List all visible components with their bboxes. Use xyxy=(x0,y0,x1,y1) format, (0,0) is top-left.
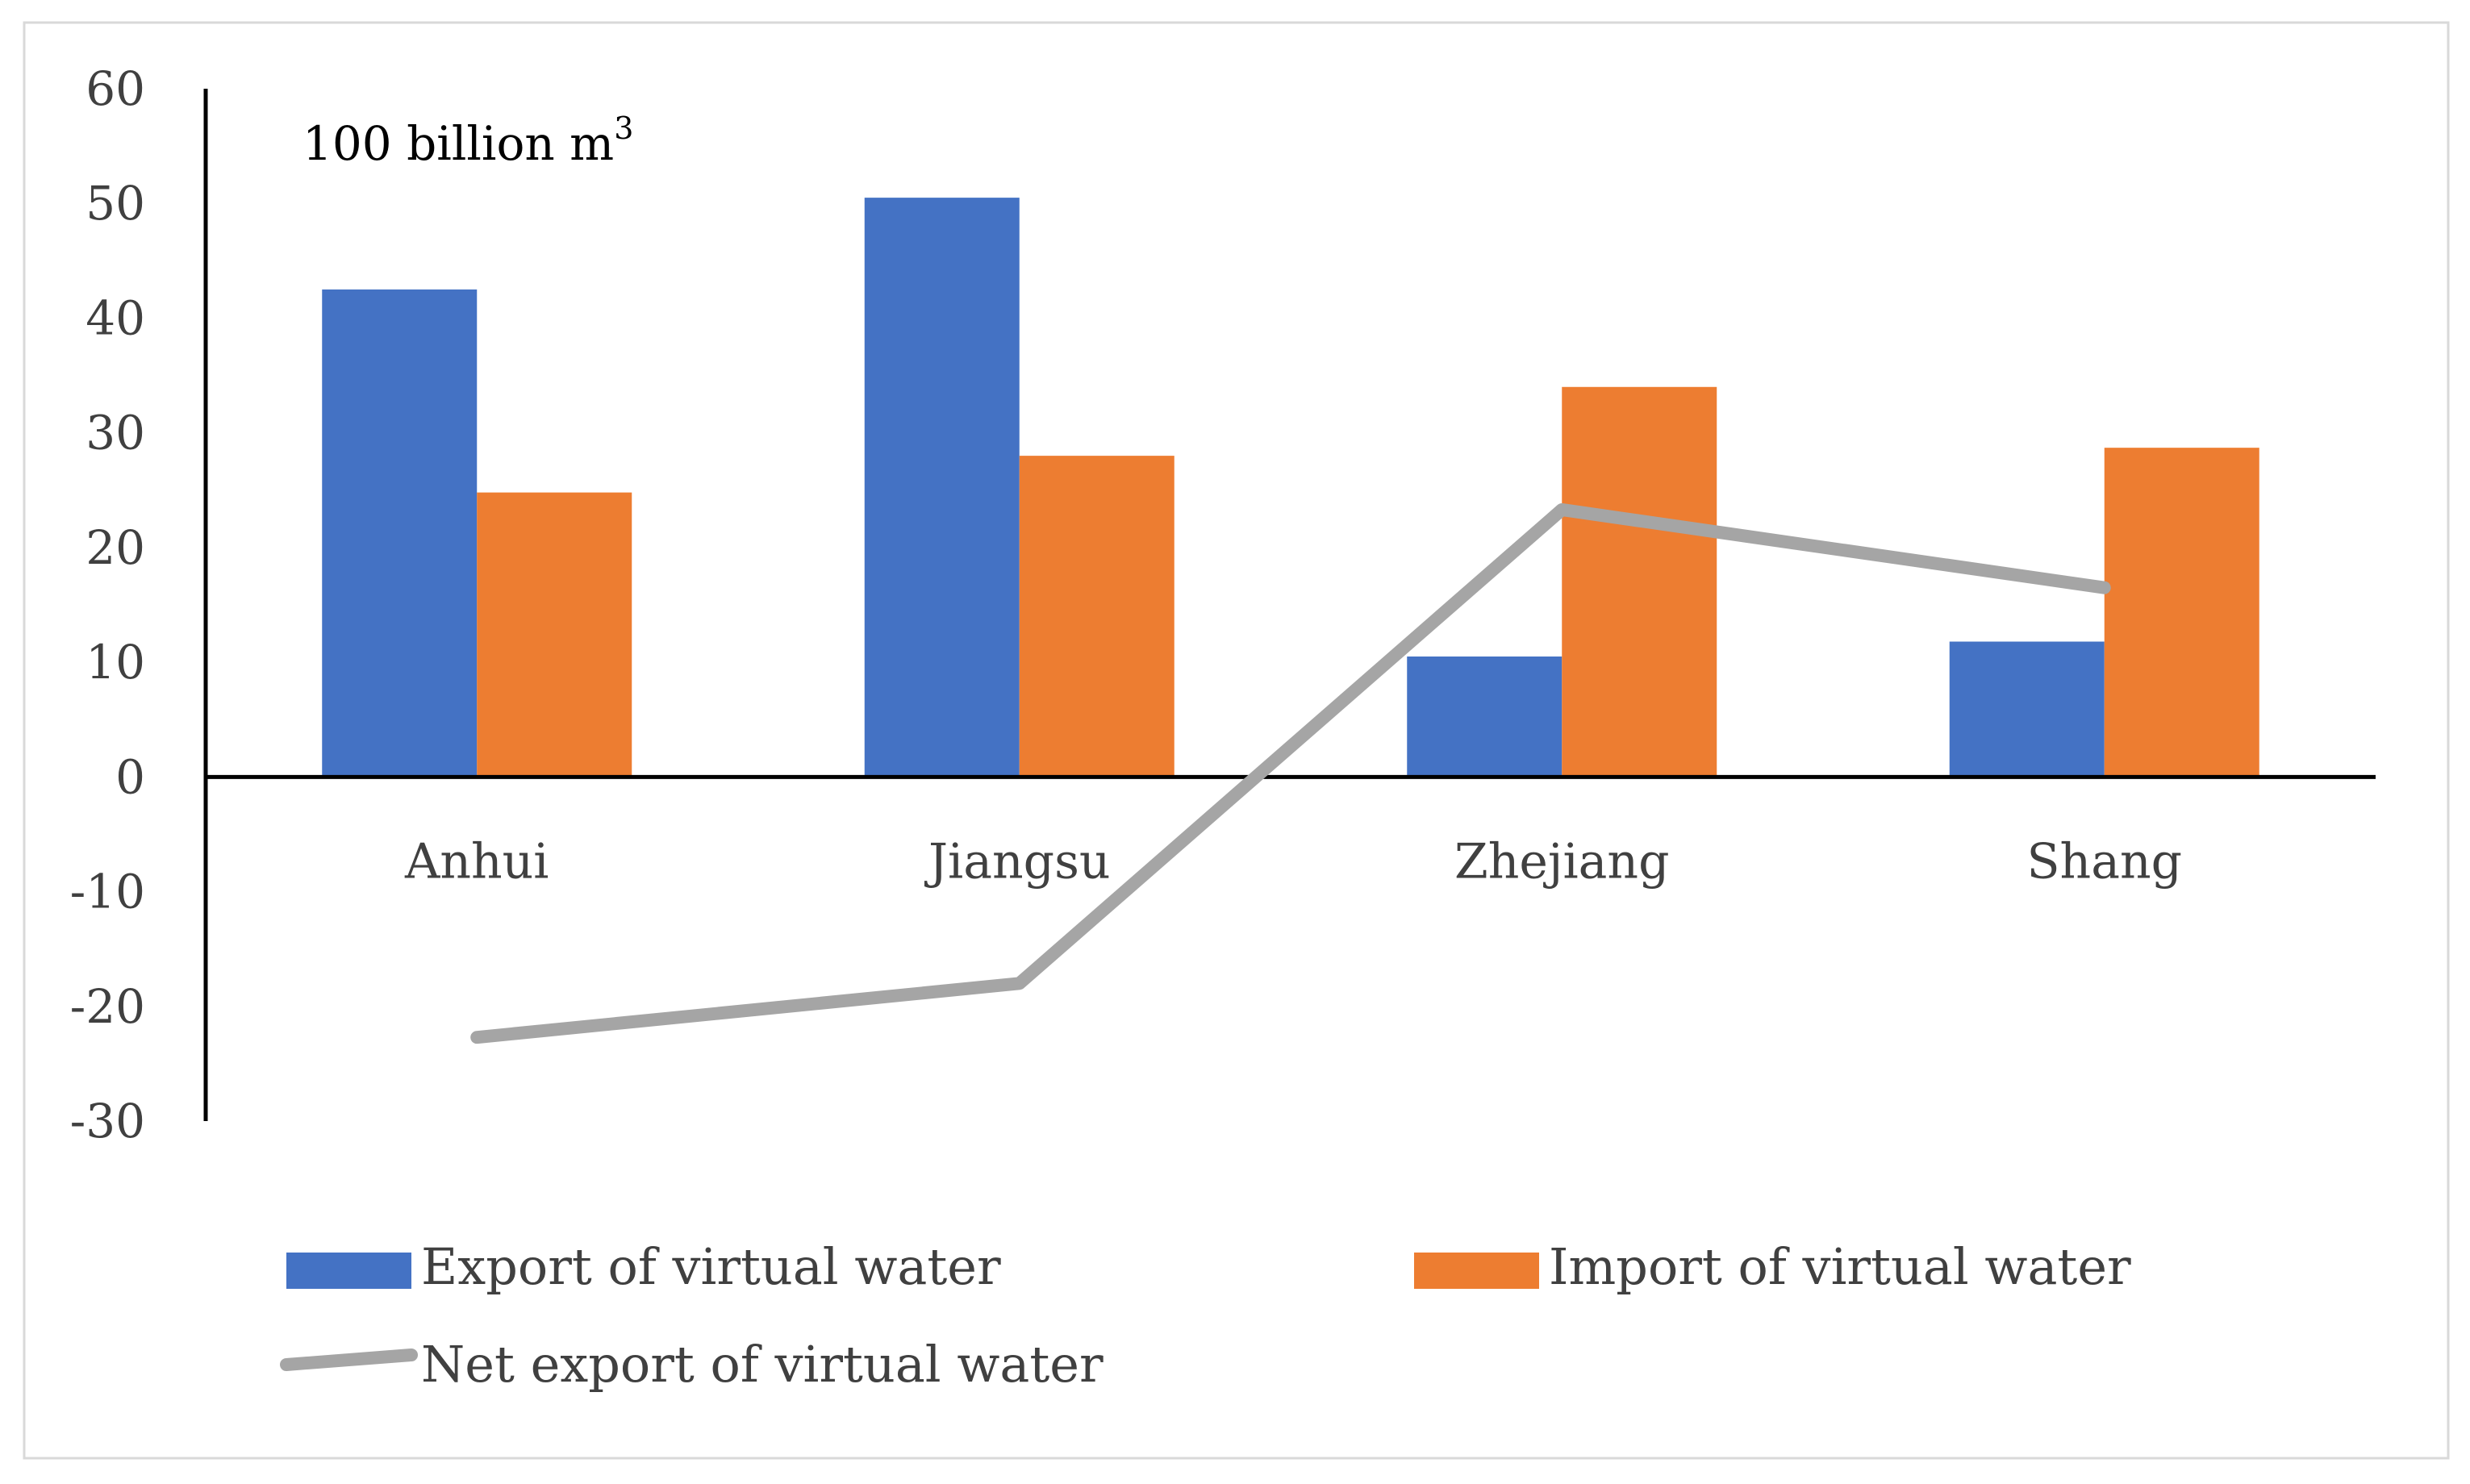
y-tick-label: 40 xyxy=(86,290,145,345)
y-tick-label: 0 xyxy=(115,749,145,804)
bar-export-shang xyxy=(1949,641,2105,777)
bars-layer xyxy=(322,198,2259,777)
unit-label: 100 billion m3 xyxy=(302,110,633,171)
net-export-point-anhui xyxy=(476,1036,478,1038)
y-tick-label: -30 xyxy=(70,1094,145,1148)
bar-import-anhui xyxy=(477,492,632,777)
line-layer xyxy=(470,502,2111,1044)
legend-label: Export of virtual water xyxy=(421,1237,1001,1296)
bar-export-anhui xyxy=(322,289,478,777)
y-tick-label: 60 xyxy=(86,61,145,116)
axes-layer xyxy=(203,89,2376,1121)
legend-layer: Export of virtual water Import of virtual… xyxy=(280,1237,2131,1394)
category-label: Zhejiang xyxy=(1454,833,1669,890)
net-export-line xyxy=(470,502,2111,1044)
category-label: Jiangsu xyxy=(924,833,1111,890)
bar-export-jiangsu xyxy=(864,198,1020,777)
bar-import-zhejiang xyxy=(1562,386,1717,777)
bar-import-shang xyxy=(2104,448,2259,777)
legend-label: Net export of virtual water xyxy=(421,1335,1104,1394)
net-export-point-zhejiang xyxy=(1561,509,1563,511)
legend-swatch-net xyxy=(280,1349,418,1371)
legend-swatch-import xyxy=(1414,1253,1539,1289)
legend-swatch-export xyxy=(286,1253,411,1289)
y-tick-label: 30 xyxy=(86,406,145,461)
y-tick-label: -10 xyxy=(70,865,145,919)
y-tick-label: 10 xyxy=(86,635,145,690)
bar-import-jiangsu xyxy=(1019,456,1175,777)
net-export-point-shang xyxy=(2104,587,2105,589)
category-label: Shang xyxy=(2026,833,2182,890)
bar-export-zhejiang xyxy=(1407,657,1563,777)
y-tick-label: 20 xyxy=(86,520,145,575)
category-label: Anhui xyxy=(404,833,549,890)
labels-layer: Anhui Jiangsu Zhejiang Shang 60 50 40 30 20 10 0 -1… xyxy=(70,61,2182,1148)
y-tick-label: -20 xyxy=(70,979,145,1034)
legend-label: Import of virtual water xyxy=(1549,1237,2131,1296)
y-tick-label: 50 xyxy=(86,176,145,231)
net-export-point-jiangsu xyxy=(1019,982,1020,984)
